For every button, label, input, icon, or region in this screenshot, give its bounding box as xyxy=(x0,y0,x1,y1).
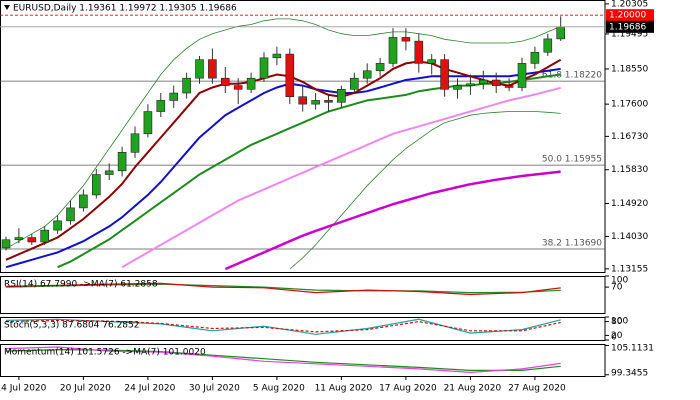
price-label: 1.20000 xyxy=(609,11,646,21)
candle-body xyxy=(504,85,514,88)
candle-body xyxy=(195,59,204,79)
candle-body xyxy=(453,85,462,90)
candle-body xyxy=(246,77,256,90)
indicator-line xyxy=(57,73,561,269)
indicator-line xyxy=(5,18,561,250)
y-tick-label: 1.18550 xyxy=(611,64,648,74)
candle-body xyxy=(337,89,346,103)
price-box xyxy=(606,9,654,22)
y-tick-label: 1.19495 xyxy=(611,29,648,39)
y-tick-label: 105.1131 xyxy=(611,344,654,354)
x-tick-label: 11 Aug 2020 xyxy=(315,384,373,394)
y-tick-label: 1.13155 xyxy=(611,264,648,274)
y-tick-label: 1.20305 xyxy=(611,0,648,10)
fib-label: 38.2 1.13690 xyxy=(542,239,602,249)
indicator-line xyxy=(121,86,561,269)
candle-body xyxy=(1,239,11,249)
y-tick-label: 1.16730 xyxy=(611,132,648,142)
candle-body xyxy=(208,59,217,79)
price-label: 1.19686 xyxy=(609,22,646,32)
panel-title: EURUSD,Daily 1.19361 1.19972 1.19305 1.1… xyxy=(13,4,237,14)
candle-body xyxy=(117,152,127,172)
panel-frame xyxy=(0,276,606,314)
y-tick-label: 100 xyxy=(611,276,628,286)
y-tick-label: 1.14920 xyxy=(611,199,648,209)
candle-body xyxy=(156,100,166,112)
candle-body xyxy=(285,53,295,98)
candle-body xyxy=(92,174,101,196)
candle-body xyxy=(375,63,385,72)
candle-body xyxy=(66,207,75,222)
candle-body xyxy=(233,85,243,90)
candle-body xyxy=(79,194,88,209)
candle-body xyxy=(427,59,437,64)
fib-label: 50.0 1.15955 xyxy=(542,155,602,165)
panel-frame xyxy=(0,344,606,377)
indicator-line xyxy=(224,170,561,271)
x-tick-label: 30 Jul 2020 xyxy=(189,384,240,394)
indicator-line xyxy=(5,319,561,333)
panel-frame xyxy=(0,317,606,341)
y-tick-label: 1.14030 xyxy=(611,232,648,242)
candle-body xyxy=(311,100,320,105)
candle-body xyxy=(401,37,411,42)
candle-body xyxy=(182,77,191,94)
candle-body xyxy=(530,51,540,64)
x-tick-label: 20 Jul 2020 xyxy=(60,384,111,394)
candle-body xyxy=(440,59,449,90)
x-tick-label: 5 Aug 2020 xyxy=(253,384,305,394)
x-tick-label: 21 Aug 2020 xyxy=(444,384,502,394)
x-tick-label: 27 Aug 2020 xyxy=(508,384,566,394)
candle-body xyxy=(556,26,566,40)
indicator-line xyxy=(5,346,561,374)
candle-body xyxy=(14,237,24,241)
candle-body xyxy=(349,77,359,90)
candle-body xyxy=(466,83,475,86)
indicator-line xyxy=(289,111,561,270)
x-tick-label: 24 Jul 2020 xyxy=(124,384,175,394)
y-tick-label: 0 xyxy=(611,333,617,343)
y-tick-label: 80 xyxy=(611,317,623,327)
fib-label: 61.8 1.18220 xyxy=(542,71,602,81)
indicator-line xyxy=(5,318,561,335)
candle-body xyxy=(221,77,230,86)
candle-body xyxy=(491,79,501,86)
candle-body xyxy=(362,70,372,79)
candle-body xyxy=(298,96,308,105)
candle-body xyxy=(272,53,282,59)
price-box xyxy=(606,20,654,33)
candle-body xyxy=(414,40,424,64)
candle-body xyxy=(324,100,333,103)
title-icon xyxy=(4,5,10,10)
x-tick-label: 17 Aug 2020 xyxy=(379,384,437,394)
y-tick-label: 99.3455 xyxy=(611,369,648,379)
panel-title: RSI(14) 67.7990 ->MA(7) 61.2858 xyxy=(4,280,158,290)
y-tick-label: 20 xyxy=(611,331,623,341)
y-tick-label: 1.17600 xyxy=(611,100,648,110)
candle-body xyxy=(27,237,37,243)
candle-body xyxy=(169,92,178,101)
candle-body xyxy=(40,229,50,243)
candle-body xyxy=(104,170,114,175)
panel-title: Momentum(14) 101.5726 ->MA(7) 101.0020 xyxy=(4,348,206,358)
candle-body xyxy=(130,133,140,153)
candle-body xyxy=(259,57,269,79)
y-tick-label: 70 xyxy=(611,283,623,293)
candle-body xyxy=(53,220,62,231)
panel-title: Stoch(5,3,3) 87.6804 76.2852 xyxy=(4,321,139,331)
indicator-line xyxy=(5,58,562,261)
indicator-line xyxy=(5,282,561,296)
candle-body xyxy=(543,38,553,53)
candle-body xyxy=(517,63,527,88)
candle-body xyxy=(143,111,153,135)
x-tick-label: 14 Jul 2020 xyxy=(0,384,47,394)
indicator-line xyxy=(5,283,561,294)
y-tick-label: 1.15830 xyxy=(611,165,648,175)
candle-body xyxy=(388,37,398,64)
candle-body xyxy=(478,79,488,85)
y-tick-label: 100 xyxy=(611,317,628,327)
